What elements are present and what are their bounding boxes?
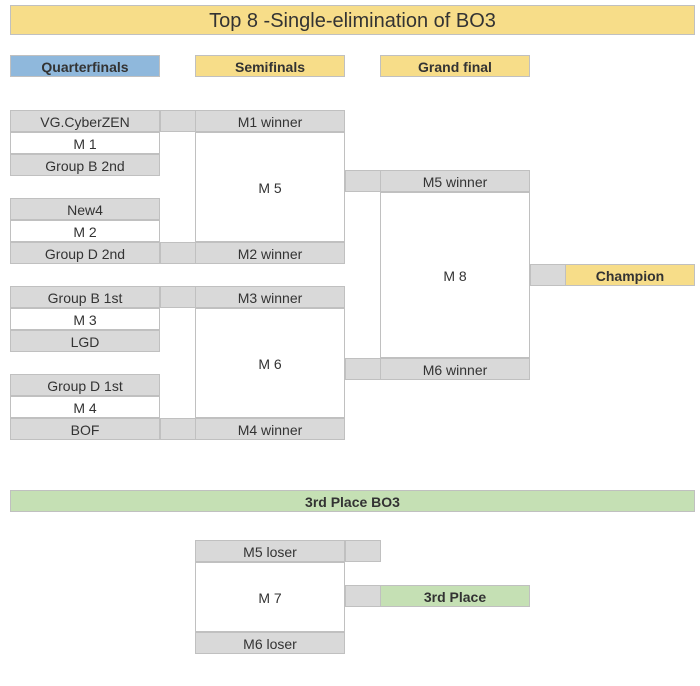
champion-label: Champion (565, 264, 695, 286)
connector-sf5-gf (345, 170, 381, 192)
connector-m7-mid (345, 585, 381, 607)
header-quarterfinals: Quarterfinals (10, 55, 160, 77)
qf-m4-team-top: Group D 1st (10, 374, 160, 396)
page-title: Top 8 -Single-elimination of BO3 (10, 5, 695, 35)
third-place-label: 3rd Place (380, 585, 530, 607)
sf-m5-top: M1 winner (195, 110, 345, 132)
header-grandfinal: Grand final (380, 55, 530, 77)
connector-qf2-sf (160, 242, 196, 264)
qf-m2-team-bot: Group D 2nd (10, 242, 160, 264)
qf-m1-team-top: VG.CyberZEN (10, 110, 160, 132)
connector-gf-champion (530, 264, 566, 286)
connector-qf1-sf (160, 110, 196, 132)
third-m7-top: M5 loser (195, 540, 345, 562)
qf-m1-team-bot: Group B 2nd (10, 154, 160, 176)
qf-m4-label: M 4 (10, 396, 160, 418)
qf-m3-label: M 3 (10, 308, 160, 330)
sf-m6-top: M3 winner (195, 286, 345, 308)
qf-m2-label: M 2 (10, 220, 160, 242)
qf-m4-team-bot: BOF (10, 418, 160, 440)
third-m7-label: M 7 (195, 562, 345, 632)
connector-qf3-sf (160, 286, 196, 308)
gf-m8-top: M5 winner (380, 170, 530, 192)
third-place-header: 3rd Place BO3 (10, 490, 695, 512)
gf-m8-label: M 8 (380, 192, 530, 358)
qf-m3-team-bot: LGD (10, 330, 160, 352)
sf-m6-bot: M4 winner (195, 418, 345, 440)
qf-m2-team-top: New4 (10, 198, 160, 220)
header-semifinals: Semifinals (195, 55, 345, 77)
connector-sf6-gf (345, 358, 381, 380)
qf-m3-team-top: Group B 1st (10, 286, 160, 308)
connector-qf4-sf (160, 418, 196, 440)
gf-m8-bot: M6 winner (380, 358, 530, 380)
sf-m5-bot: M2 winner (195, 242, 345, 264)
qf-m1-label: M 1 (10, 132, 160, 154)
sf-m5-label: M 5 (195, 132, 345, 242)
sf-m6-label: M 6 (195, 308, 345, 418)
connector-m7-top (345, 540, 381, 562)
third-m7-bot: M6 loser (195, 632, 345, 654)
